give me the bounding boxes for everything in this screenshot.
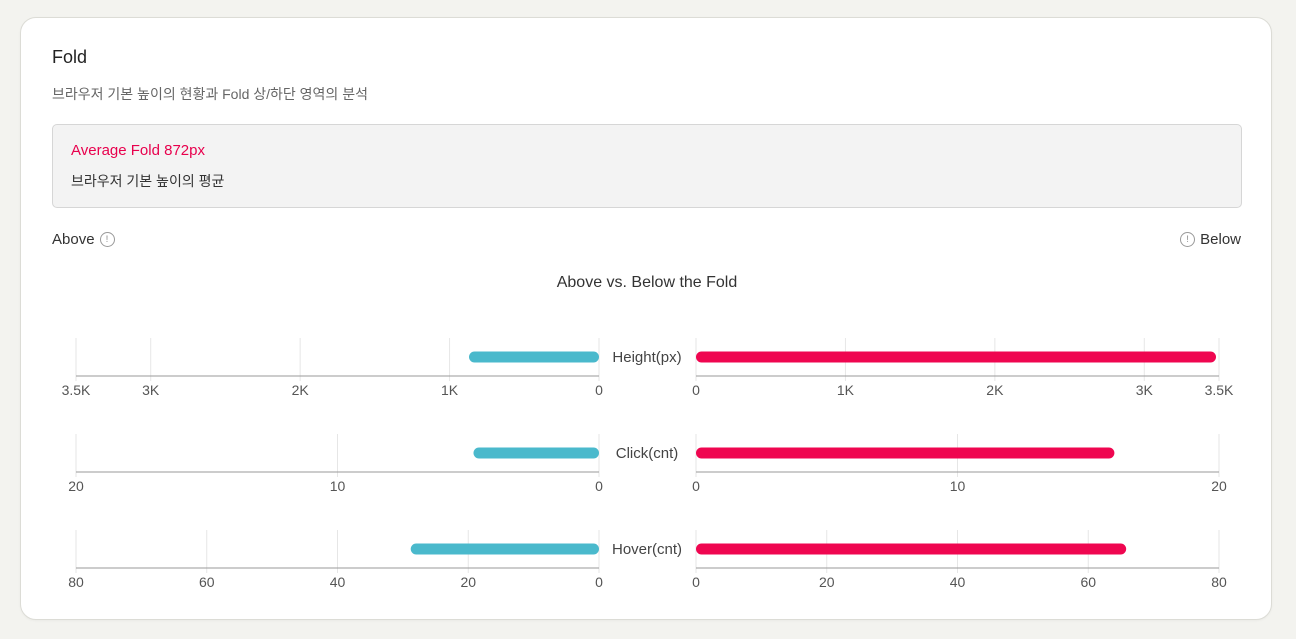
hover-cnt-left-tick-label: 80 xyxy=(68,574,84,590)
click-cnt-left-tick-label: 0 xyxy=(595,478,603,494)
fold-comparison-chart: 0 0 1K 1K 2K 2K 3K 3K 3.5K 3.5K Height(px) 0 0 10 10 20… xyxy=(62,338,1234,590)
average-fold-description: 브라우저 기본 높이의 평균 xyxy=(71,173,225,189)
below-label: ! Below xyxy=(1180,231,1241,248)
hover-cnt-left-tick-label: 0 xyxy=(595,574,603,590)
hover-cnt-right-tick-label: 20 xyxy=(819,574,835,590)
chart-title: Above vs. Below the Fold xyxy=(556,274,738,291)
height-px-right-tick-label: 0 xyxy=(692,382,700,398)
height-px-left-tick-label: 1K xyxy=(441,382,459,398)
height-px-left-tick-label: 3.5K xyxy=(62,382,91,398)
click-cnt-left-tick-label: 10 xyxy=(330,478,346,494)
height-px-left-tick-label: 3K xyxy=(142,382,160,398)
below-info-icon[interactable]: ! xyxy=(1180,232,1196,247)
above-label-text: Above xyxy=(52,231,95,248)
height-px-right-tick-label: 2K xyxy=(986,382,1004,398)
height-px-metric-label: Height(px) xyxy=(612,349,681,366)
click-cnt-right-tick-label: 0 xyxy=(692,478,700,494)
section-subtitle: 브라우저 기본 높이의 현황과 Fold 상/하단 영역의 분석 xyxy=(52,86,368,102)
click-cnt-right-tick-label: 20 xyxy=(1211,478,1227,494)
hover-cnt-left-tick-label: 60 xyxy=(199,574,215,590)
above-info-icon[interactable]: ! xyxy=(99,232,115,247)
hover-cnt-left-tick-label: 40 xyxy=(330,574,346,590)
click-cnt-metric-label: Click(cnt) xyxy=(616,445,679,462)
section-title: Fold xyxy=(52,47,88,67)
height-px-left-tick-label: 2K xyxy=(292,382,310,398)
average-fold-value: Average Fold 872px xyxy=(71,142,205,159)
click-cnt-right-tick-label: 10 xyxy=(950,478,966,494)
below-label-text: Below xyxy=(1200,231,1241,248)
height-px-right-tick-label: 1K xyxy=(837,382,855,398)
hover-cnt-left-tick-label: 20 xyxy=(460,574,476,590)
hover-cnt-right-tick-label: 40 xyxy=(950,574,966,590)
hover-cnt-right-tick-label: 0 xyxy=(692,574,700,590)
fold-card: Fold 브라우저 기본 높이의 현황과 Fold 상/하단 영역의 분석 Av… xyxy=(20,17,1272,620)
hover-cnt-right-tick-label: 60 xyxy=(1080,574,1096,590)
height-px-right-tick-label: 3K xyxy=(1136,382,1154,398)
height-px-right-tick-label: 3.5K xyxy=(1205,382,1234,398)
hover-cnt-right-tick-label: 80 xyxy=(1211,574,1227,590)
hover-cnt-metric-label: Hover(cnt) xyxy=(612,541,682,558)
click-cnt-left-tick-label: 20 xyxy=(68,478,84,494)
above-label: Above ! xyxy=(52,231,115,248)
average-fold-summary: Average Fold 872px 브라우저 기본 높이의 평균 xyxy=(52,124,1242,208)
height-px-left-tick-label: 0 xyxy=(595,382,603,398)
